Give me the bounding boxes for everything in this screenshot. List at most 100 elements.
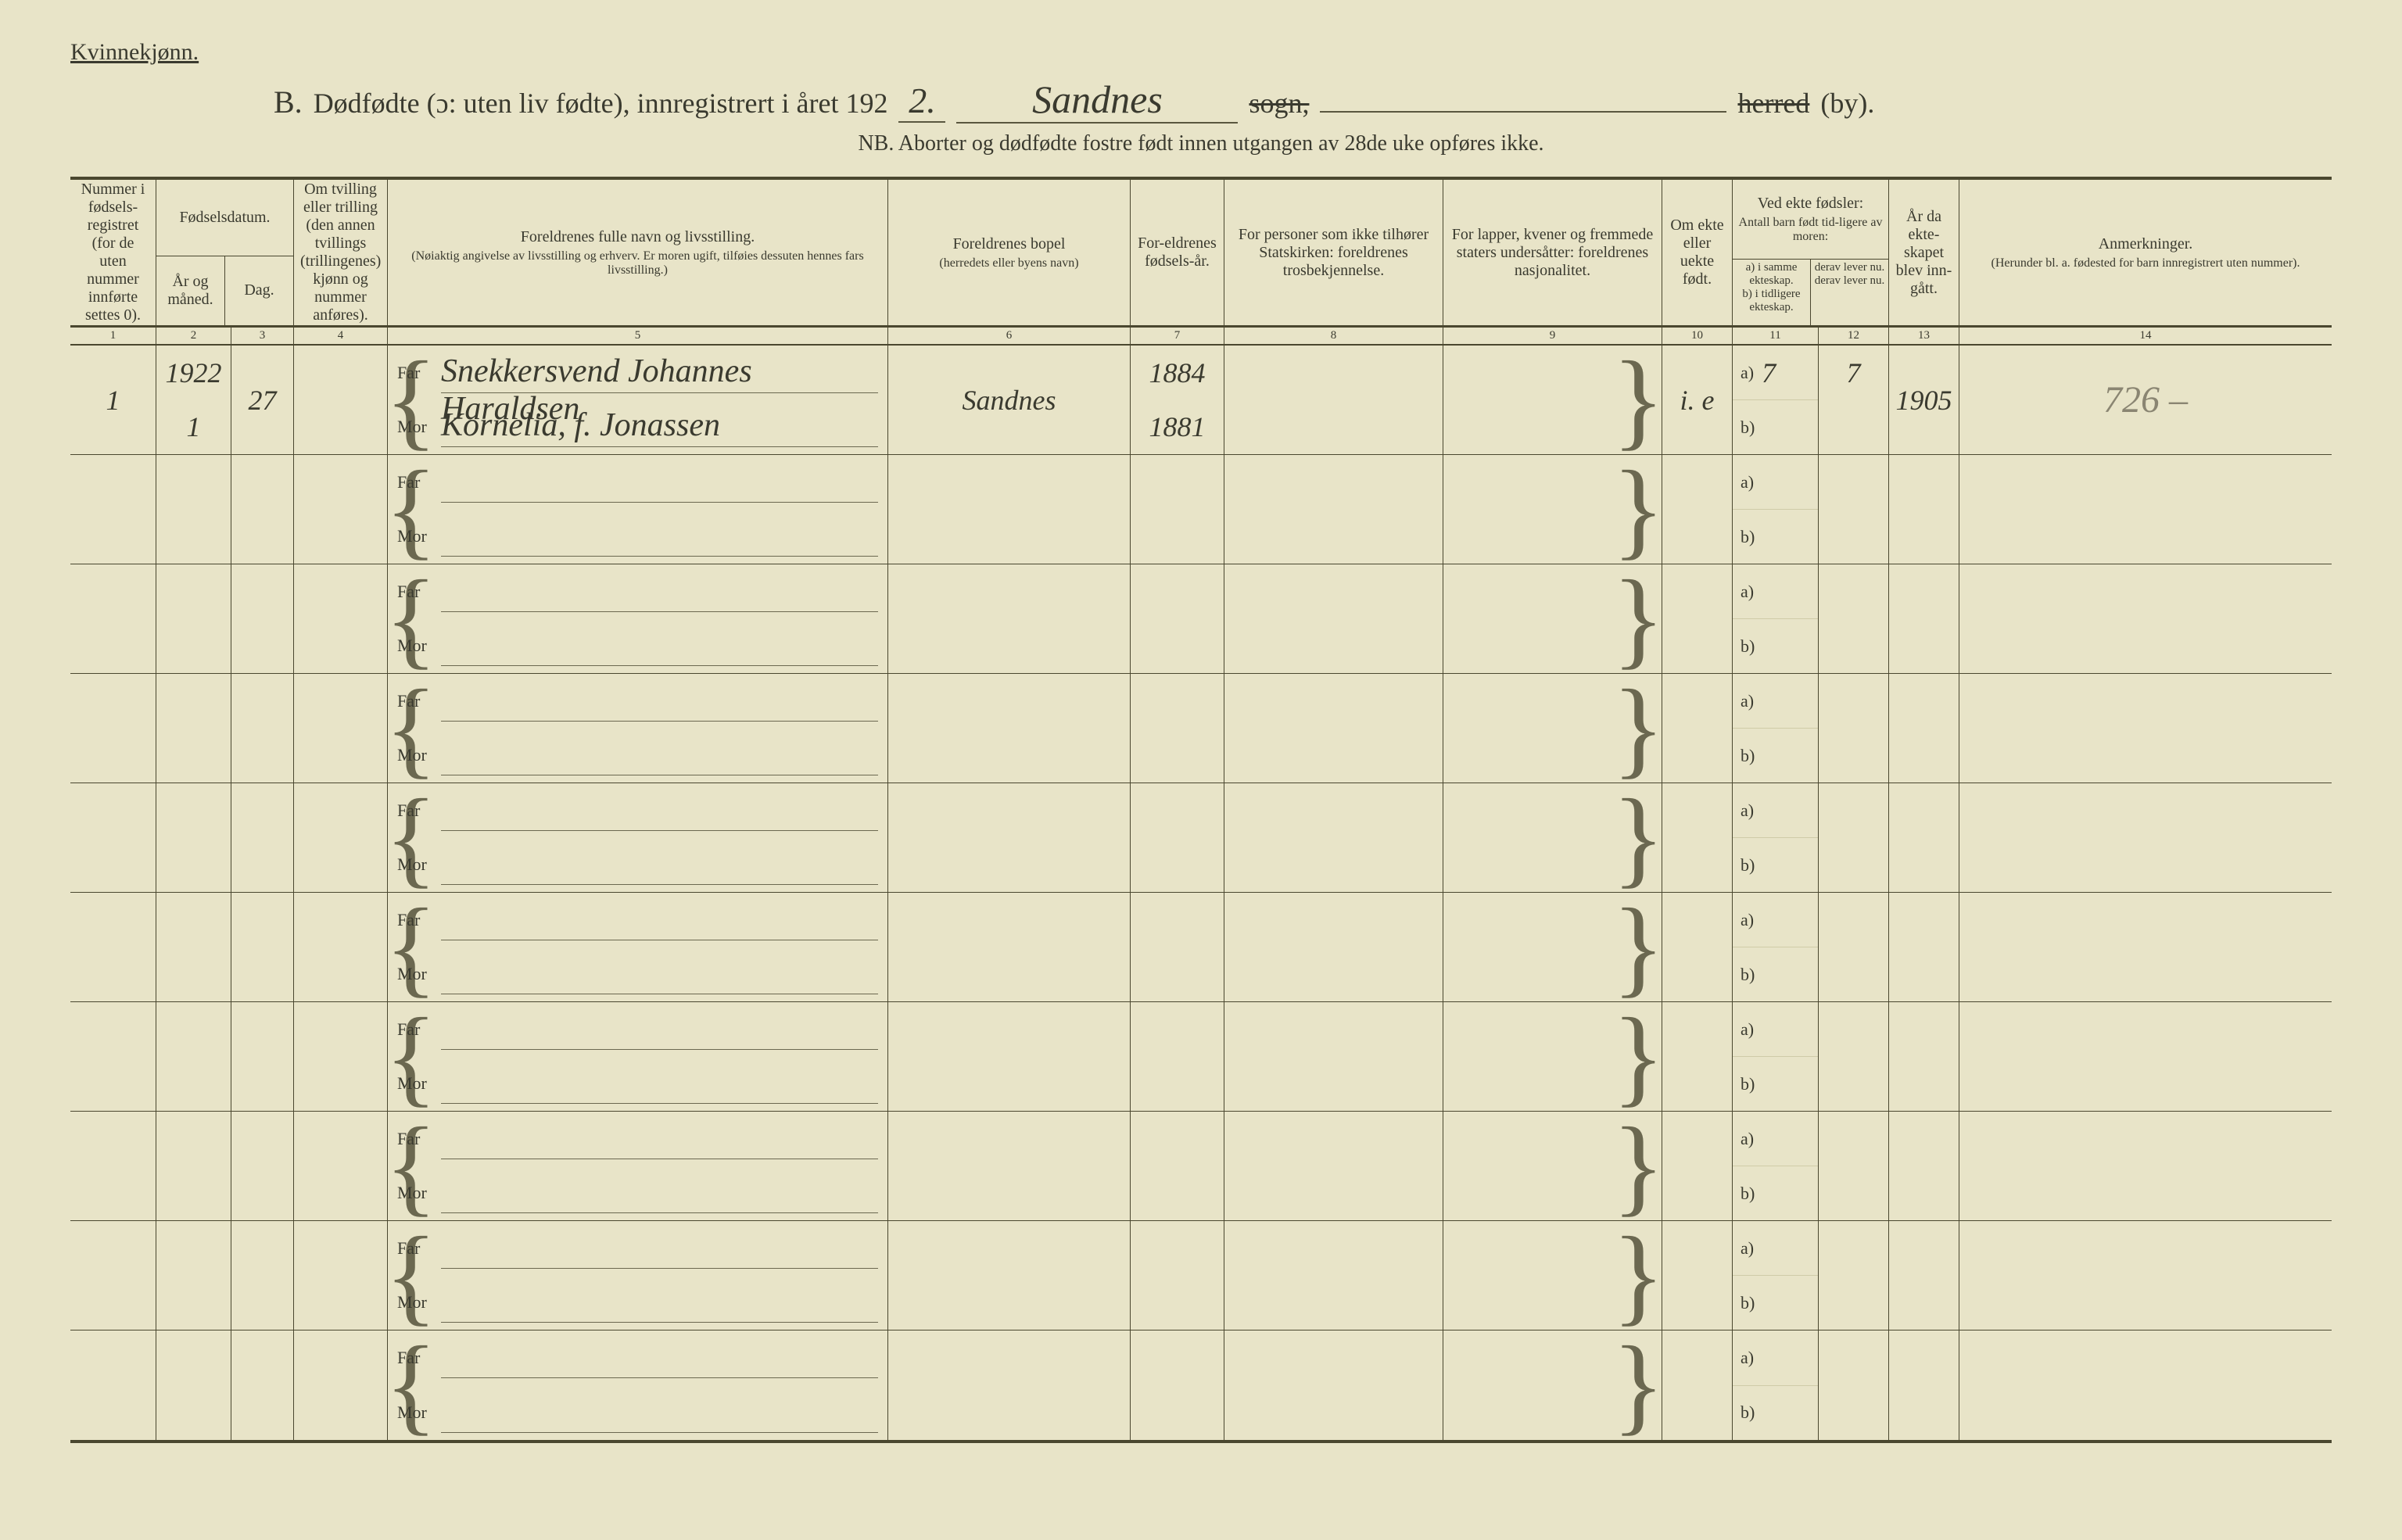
col-10-head: Om ekte eller uekte født.	[1662, 180, 1733, 325]
cell-derav	[1819, 893, 1889, 1001]
far-value	[441, 681, 878, 722]
col-4-head: Om tvilling eller trilling (den annen tv…	[294, 180, 388, 325]
far-label: Far	[397, 1348, 441, 1368]
col-14-sub: (Herunder bl. a. fødested for barn innre…	[1966, 256, 2325, 270]
far-value	[441, 1119, 878, 1159]
col-11-sub: a) i samme ekteskap. b) i tidligere ekte…	[1733, 260, 1811, 325]
cell-faith	[1224, 455, 1443, 564]
cell-derav	[1819, 564, 1889, 673]
cell-nationality	[1443, 783, 1662, 892]
cell-num	[70, 1330, 156, 1440]
col-6-title: Foreldrenes bopel	[894, 235, 1124, 253]
cell-num	[70, 783, 156, 892]
far-label: Far	[397, 800, 441, 821]
cell-anm	[1959, 893, 2332, 1001]
cell-twin	[294, 783, 388, 892]
cell-derav	[1819, 455, 1889, 564]
cell-ekte	[1662, 674, 1733, 783]
cell-ekteskap-year	[1889, 564, 1959, 673]
colnum: 8	[1224, 328, 1443, 344]
cell-bopel	[888, 564, 1131, 673]
mor-value	[441, 844, 878, 885]
cell-nationality	[1443, 455, 1662, 564]
far-label: Far	[397, 363, 441, 383]
colnum: 6	[888, 328, 1131, 344]
cell-derav	[1819, 1112, 1889, 1220]
colnum: 13	[1889, 328, 1959, 344]
cell-parents: Far Mor	[388, 455, 888, 564]
year-last-digit: 2.	[898, 80, 945, 123]
cell-anm	[1959, 1112, 2332, 1220]
cell-bopel	[888, 1112, 1131, 1220]
cell-day	[231, 893, 294, 1001]
mor-label: Mor	[397, 1073, 441, 1094]
far-value	[441, 1228, 878, 1269]
cell-antall: a)7 b)	[1733, 346, 1819, 454]
col-14-title: Anmerkninger.	[1966, 235, 2325, 253]
ledger-table: Nummer i fødsels-registret (for de uten …	[70, 177, 2332, 1443]
mor-value	[441, 516, 878, 557]
cell-year-month	[156, 1330, 231, 1440]
cell-parents: Far Mor	[388, 1112, 888, 1220]
cell-ekteskap-year	[1889, 1002, 1959, 1111]
colnum: 14	[1959, 328, 2332, 344]
cell-faith	[1224, 346, 1443, 454]
cell-parents: Far Mor	[388, 1002, 888, 1111]
herred-blank	[1320, 111, 1726, 113]
colnum: 3	[231, 328, 294, 344]
cell-twin	[294, 1002, 388, 1111]
cell-parent-years	[1131, 893, 1224, 1001]
far-label: Far	[397, 1129, 441, 1149]
far-label: Far	[397, 472, 441, 492]
col-13-head: År da ekte-skapet blev inn-gått.	[1889, 180, 1959, 325]
cell-derav	[1819, 1221, 1889, 1330]
cell-nationality	[1443, 893, 1662, 1001]
cell-ekteskap-year: 1905	[1889, 346, 1959, 454]
cell-bopel	[888, 455, 1131, 564]
cell-bopel	[888, 674, 1131, 783]
cell-parent-years	[1131, 1002, 1224, 1111]
mor-label: Mor	[397, 1292, 441, 1313]
cell-antall: a) b)	[1733, 1221, 1819, 1330]
table-row: Far Mor a) b)	[70, 1112, 2332, 1221]
table-row: Far Mor a) b)	[70, 1221, 2332, 1330]
cell-day	[231, 1330, 294, 1440]
cell-nationality	[1443, 346, 1662, 454]
ab-a-label: a)	[1741, 1129, 1754, 1149]
cell-year-month	[156, 1002, 231, 1111]
cell-parents: Far Mor	[388, 564, 888, 673]
cell-twin	[294, 893, 388, 1001]
colnum: 5	[388, 328, 888, 344]
cell-num	[70, 1112, 156, 1220]
cell-parent-years	[1131, 783, 1224, 892]
cell-anm: 726 –	[1959, 346, 2332, 454]
cell-day	[231, 783, 294, 892]
mor-label: Mor	[397, 636, 441, 656]
cell-antall: a) b)	[1733, 1112, 1819, 1220]
cell-num	[70, 1002, 156, 1111]
cell-faith	[1224, 1330, 1443, 1440]
cell-year-month	[156, 1112, 231, 1220]
cell-anm	[1959, 455, 2332, 564]
mor-label: Mor	[397, 1402, 441, 1423]
mor-label: Mor	[397, 745, 441, 765]
mor-value	[441, 625, 878, 666]
col-5-title: Foreldrenes fulle navn og livsstilling.	[394, 228, 881, 246]
colnum: 4	[294, 328, 388, 344]
cell-anm	[1959, 564, 2332, 673]
ab-b-label: b)	[1741, 1402, 1755, 1423]
mor-value: Kornelia, f. Jonassen	[441, 406, 878, 447]
colnum: 2	[156, 328, 231, 344]
cell-bopel	[888, 893, 1131, 1001]
mor-label: Mor	[397, 417, 441, 437]
cell-ekteskap-year	[1889, 455, 1959, 564]
cell-derav: 7	[1819, 346, 1889, 454]
table-header: Nummer i fødsels-registret (for de uten …	[70, 180, 2332, 328]
ab-a-label: a)	[1741, 1238, 1754, 1259]
ab-a-label: a)	[1741, 1348, 1754, 1368]
cell-anm	[1959, 783, 2332, 892]
cell-parents: Far Mor	[388, 783, 888, 892]
cell-year-month	[156, 1221, 231, 1330]
cell-parent-years	[1131, 1112, 1224, 1220]
cell-antall: a) b)	[1733, 1330, 1819, 1440]
